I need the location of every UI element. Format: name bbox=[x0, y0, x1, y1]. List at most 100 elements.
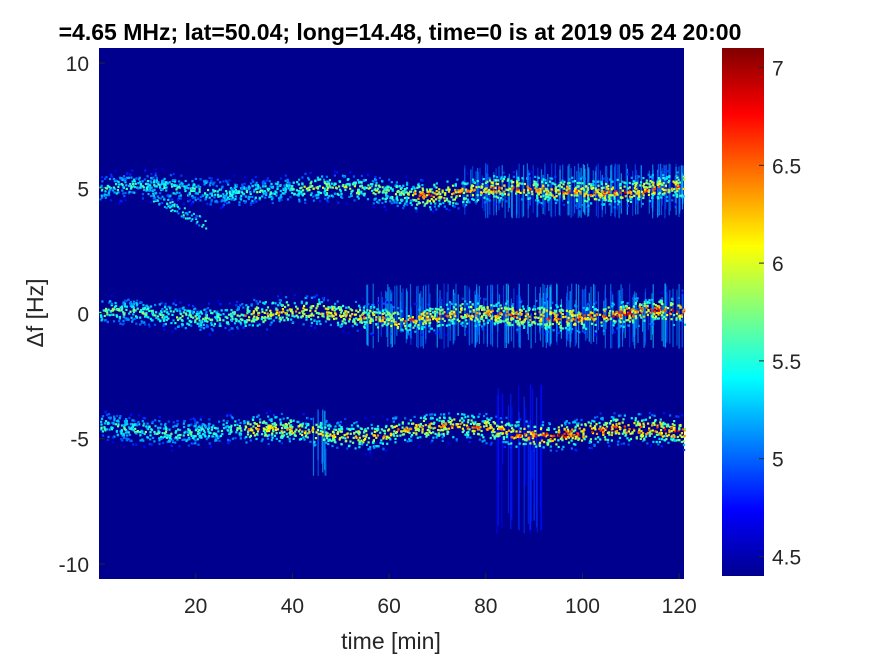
trace-pixel bbox=[385, 208, 388, 211]
trace-pixel bbox=[279, 421, 282, 424]
trace-pixel bbox=[373, 434, 377, 437]
trace-pixel bbox=[412, 431, 415, 435]
trace-pixel bbox=[100, 423, 103, 426]
trace-pixel bbox=[518, 182, 521, 185]
trace-pixel bbox=[440, 309, 443, 312]
trace-pixel bbox=[643, 305, 646, 308]
trace-pixel bbox=[239, 318, 242, 321]
trace-pixel bbox=[279, 194, 282, 197]
trace-pixel bbox=[280, 318, 283, 321]
trace-pixel bbox=[169, 307, 172, 310]
trace-pixel bbox=[680, 315, 683, 318]
trace-pixel bbox=[192, 212, 195, 215]
trace-pixel bbox=[128, 312, 131, 315]
trace-pixel bbox=[455, 191, 458, 194]
trace-pixel bbox=[423, 204, 426, 207]
trace-pixel bbox=[251, 324, 254, 327]
trace-pixel bbox=[540, 322, 543, 325]
trace-pixel bbox=[174, 327, 177, 330]
trace-pixel bbox=[246, 309, 249, 312]
trace-pixel bbox=[210, 322, 213, 325]
trace-pixel bbox=[341, 184, 344, 188]
trace-pixel bbox=[194, 422, 197, 425]
trace-pixel bbox=[512, 170, 515, 174]
trace-pixel bbox=[255, 309, 258, 312]
trace-pixel bbox=[481, 308, 484, 311]
trace-pixel bbox=[374, 175, 377, 179]
trace-pixel bbox=[141, 185, 144, 188]
trace-pixel bbox=[301, 183, 304, 186]
trace-pixel bbox=[382, 437, 385, 440]
trace-pixel bbox=[245, 321, 248, 324]
trace-pixel bbox=[218, 322, 222, 325]
trace-pixel bbox=[383, 321, 386, 324]
trace-pixel bbox=[427, 303, 430, 306]
trace-pixel bbox=[176, 204, 179, 206]
trace-pixel bbox=[403, 428, 406, 431]
burst-streak bbox=[497, 292, 499, 323]
trace-pixel bbox=[145, 304, 148, 307]
trace-pixel bbox=[619, 310, 622, 313]
trace-pixel bbox=[187, 429, 190, 432]
burst-streak bbox=[594, 171, 597, 198]
trace-pixel bbox=[163, 328, 166, 331]
trace-pixel bbox=[418, 306, 422, 309]
trace-pixel bbox=[631, 309, 635, 312]
burst-streak bbox=[504, 184, 506, 218]
trace-pixel bbox=[396, 190, 399, 193]
trace-pixel bbox=[482, 178, 485, 181]
trace-pixel bbox=[529, 318, 532, 322]
trace-pixel bbox=[471, 314, 474, 317]
burst-streak bbox=[681, 289, 683, 348]
trace-pixel bbox=[424, 195, 427, 198]
trace-pixel bbox=[205, 438, 208, 441]
trace-pixel bbox=[230, 193, 233, 196]
trace-pixel bbox=[124, 422, 127, 425]
trace-pixel bbox=[306, 432, 309, 435]
trace-pixel bbox=[605, 182, 608, 186]
trace-pixel bbox=[106, 194, 109, 197]
trace-pixel bbox=[347, 311, 350, 314]
trace-pixel bbox=[624, 195, 627, 198]
trace-pixel bbox=[455, 439, 458, 442]
trace-pixel bbox=[458, 194, 461, 197]
trace-pixel bbox=[574, 318, 577, 321]
trace-pixel bbox=[628, 320, 631, 323]
trace-pixel bbox=[112, 320, 116, 323]
trace-pixel bbox=[158, 442, 161, 445]
trace-pixel bbox=[467, 426, 470, 429]
trace-pixel bbox=[533, 305, 536, 308]
trace-pixel bbox=[590, 202, 593, 205]
trace-pixel bbox=[587, 196, 590, 199]
trace-pixel bbox=[575, 198, 578, 201]
trace-pixel bbox=[507, 442, 510, 446]
trace-pixel bbox=[144, 430, 147, 434]
trace-pixel bbox=[191, 180, 194, 183]
trace-pixel bbox=[365, 321, 368, 324]
trace-pixel bbox=[258, 190, 261, 193]
trace-pixel bbox=[368, 314, 371, 317]
trace-pixel bbox=[177, 185, 180, 189]
trace-pixel bbox=[678, 314, 682, 317]
trace-pixel bbox=[158, 197, 161, 199]
trace-pixel bbox=[319, 432, 323, 435]
trace-pixel bbox=[266, 434, 269, 438]
trace-pixel bbox=[340, 324, 343, 328]
trace-pixel bbox=[162, 196, 166, 200]
trace-pixel bbox=[456, 426, 460, 429]
trace-pixel bbox=[427, 433, 430, 436]
trace-pixel bbox=[434, 310, 437, 313]
trace-pixel bbox=[508, 321, 511, 324]
trace-pixel bbox=[433, 192, 436, 195]
trace-pixel bbox=[435, 198, 438, 201]
trace-pixel bbox=[540, 316, 543, 320]
trace-pixel bbox=[274, 426, 277, 429]
trace-pixel bbox=[505, 307, 508, 310]
trace-pixel bbox=[673, 188, 676, 191]
trace-pixel bbox=[678, 187, 681, 190]
trace-pixel bbox=[541, 187, 544, 190]
trace-pixel bbox=[215, 185, 218, 188]
trace-pixel bbox=[466, 182, 469, 185]
trace-pixel bbox=[161, 182, 164, 185]
burst-streak bbox=[477, 171, 480, 200]
